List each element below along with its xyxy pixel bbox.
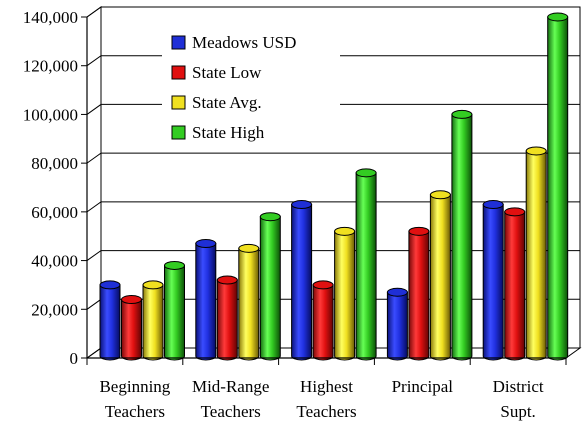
bar-body (291, 204, 313, 361)
bar-body (386, 291, 408, 361)
legend-swatch (171, 65, 186, 80)
y-tick-label: 140,000 (23, 8, 78, 27)
bar (504, 207, 526, 361)
x-axis: Beginning Teachers Mid-Range Teachers Highes… (86, 357, 567, 421)
bar (408, 226, 430, 361)
gridline (86, 201, 580, 213)
bar-body (408, 230, 430, 361)
y-tick-label: 80,000 (31, 154, 78, 173)
gridline (86, 152, 580, 164)
x-tick-label: Teachers (105, 402, 165, 421)
bar-top (429, 190, 451, 200)
bar-top (164, 260, 185, 270)
bar-body (334, 230, 356, 361)
gridline (86, 55, 580, 67)
x-tick-label: Teachers (296, 402, 356, 421)
bar-body (238, 247, 260, 361)
bar-top (99, 280, 121, 290)
bar-body (195, 243, 217, 361)
bar-top (334, 226, 356, 236)
bar (312, 280, 334, 361)
bar-top (121, 295, 142, 305)
bar (355, 168, 377, 361)
legend-swatch (171, 35, 186, 50)
legend-box (162, 30, 340, 150)
bar-top (291, 200, 313, 210)
legend-swatch (171, 125, 186, 140)
bar-top (312, 280, 334, 290)
legend-label: State Avg. (192, 93, 262, 112)
bar-top (259, 212, 281, 222)
y-tick-label: 100,000 (23, 105, 78, 124)
bar-body (482, 204, 504, 361)
legend: Meadows USD State Low State Avg. State High (162, 30, 340, 150)
bar (164, 260, 185, 361)
x-tick-label: Teachers (201, 402, 261, 421)
legend-label: Meadows USD (192, 33, 296, 52)
bar-top (451, 109, 473, 119)
y-tick-label: 40,000 (31, 252, 78, 271)
bars (99, 12, 569, 361)
gridline (86, 103, 580, 115)
bar-top (408, 226, 430, 236)
bar (482, 200, 504, 361)
gridline (86, 6, 580, 18)
bar-top (238, 243, 260, 253)
bar (142, 280, 164, 361)
y-axis: 0 20,000 40,000 60,000 80,000 100,000 120,000 1… (23, 8, 88, 368)
bar (334, 226, 356, 361)
bar (429, 190, 451, 361)
y-tick-label: 20,000 (31, 300, 78, 319)
y-tick-label: 60,000 (31, 203, 78, 222)
bar-body (142, 284, 164, 361)
bar-body (429, 194, 451, 361)
bar-top (195, 239, 217, 249)
bar-body (99, 284, 121, 361)
y-tick-label: 120,000 (23, 57, 78, 76)
bar-top (142, 280, 164, 290)
bar-top (386, 287, 408, 297)
side-wall (86, 6, 102, 359)
bar (259, 212, 281, 361)
bar (121, 295, 142, 361)
bar (238, 243, 260, 361)
bar-body (547, 16, 569, 361)
legend-label: State Low (192, 63, 262, 82)
bar-top (547, 12, 569, 22)
bar (99, 280, 121, 361)
bar (451, 109, 473, 361)
bar-top (504, 207, 526, 217)
bar-body (164, 264, 185, 361)
bar-body (216, 279, 238, 361)
bar (386, 287, 408, 361)
bar-body (504, 211, 526, 361)
bar (216, 275, 238, 361)
bar (195, 239, 217, 361)
bar-body (451, 113, 473, 361)
bar-body (355, 172, 377, 361)
y-tick-label: 0 (70, 349, 79, 368)
bar-body (312, 284, 334, 361)
legend-swatch (171, 95, 186, 110)
bar-top (216, 275, 238, 285)
bar-body (525, 150, 547, 361)
bar-top (525, 146, 547, 156)
bar-body (121, 299, 142, 361)
bar-top (355, 168, 377, 178)
bar-body (259, 216, 281, 361)
x-tick-label: District (493, 377, 544, 396)
bar (291, 200, 313, 361)
bar (525, 146, 547, 361)
legend-label: State High (192, 123, 265, 142)
x-tick-label: Supt. (500, 402, 535, 421)
x-tick-label: Principal (392, 377, 454, 396)
x-tick-label: Highest (300, 377, 353, 396)
bar-top (482, 200, 504, 210)
x-tick-label: Mid-Range (192, 377, 269, 396)
x-tick-label: Beginning (99, 377, 170, 396)
bar (547, 12, 569, 361)
